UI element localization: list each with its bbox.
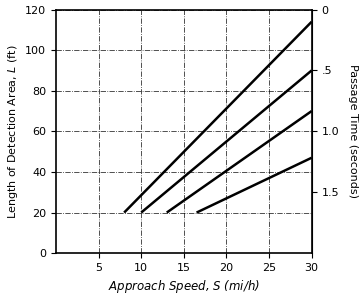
Y-axis label: Passage Time (seconds): Passage Time (seconds) xyxy=(348,64,359,198)
Y-axis label: Length of Detection Area, $L$ (ft): Length of Detection Area, $L$ (ft) xyxy=(5,44,20,219)
X-axis label: Approach Speed, $S$ (mi/h): Approach Speed, $S$ (mi/h) xyxy=(108,278,260,296)
